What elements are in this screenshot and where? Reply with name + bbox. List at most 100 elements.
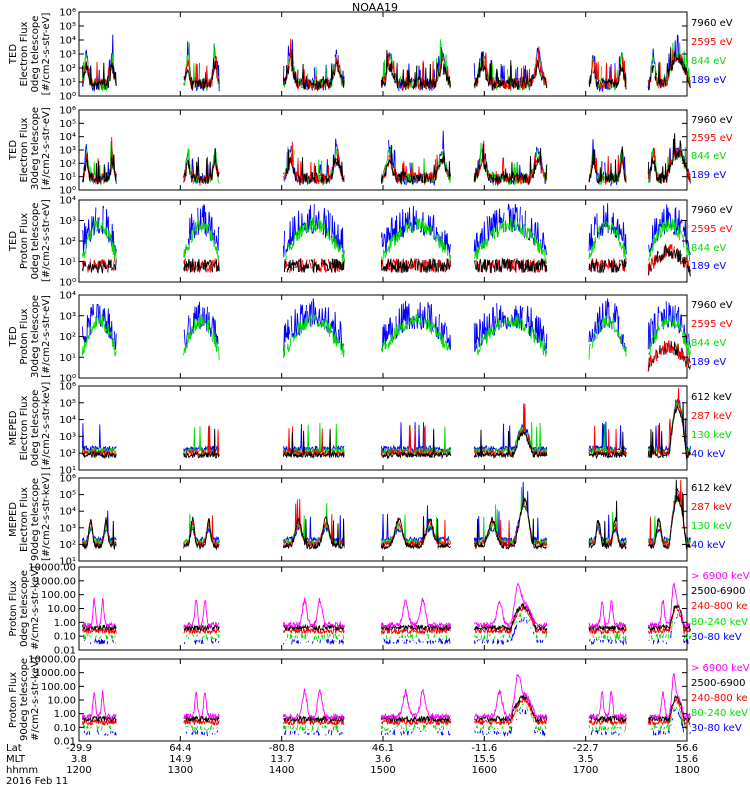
- footer-cell: 1200: [66, 765, 92, 776]
- y-tick-label: 1.00: [54, 709, 76, 720]
- y-tick-label: 10⁴: [59, 196, 76, 207]
- series-612-kev: [82, 479, 691, 551]
- y-axis-title-line: Electron Flux: [19, 487, 30, 552]
- footer-cell: 3.5: [577, 754, 594, 765]
- y-tick-label: 0.10: [54, 632, 76, 643]
- legend-entry: 2595 eV: [691, 133, 733, 145]
- panel-ted-p-30deg: 10⁰ 10¹ 10² 10³ 10⁴: [59, 291, 691, 385]
- y-axis-title-line: Electron Flux: [19, 21, 30, 87]
- y-tick-label: 10³: [59, 432, 76, 443]
- y-axis-title-line: 0deg telescope: [30, 15, 41, 93]
- legend-entry: 844 eV: [691, 151, 727, 163]
- y-tick-label: 10.00: [47, 604, 76, 615]
- y-axis-title: TED Proton Flux 0deg telescope [#/cm2-s-str…: [8, 199, 52, 282]
- y-tick-label: 10.00: [47, 696, 76, 707]
- footer-cell: 14.9: [169, 754, 192, 765]
- y-axis-title-line: 0deg telescope: [30, 389, 41, 467]
- date-label: 2016 Feb 11: [6, 776, 69, 787]
- y-tick-label: 10²: [59, 237, 76, 248]
- y-axis-title-line: [#/cm2-s-str-keV]: [41, 381, 52, 470]
- y-tick-label: 10⁶: [59, 106, 76, 117]
- y-axis-title-line: 90deg telescope: [19, 657, 30, 741]
- y-tick-label: 10²: [59, 64, 76, 75]
- y-axis-title-line: Electron Flux: [19, 117, 30, 183]
- y-axis-title-line: TED: [8, 326, 19, 347]
- series-287-kev: [81, 387, 691, 458]
- y-tick-label: 10⁴: [59, 291, 76, 302]
- legend-entry: 7960 eV: [691, 115, 733, 127]
- y-axis-title-line: 0deg telescope: [30, 202, 41, 280]
- y-axis-title-line: 0deg telescope: [19, 570, 30, 647]
- footer-cell: -80.8: [268, 743, 295, 754]
- legend-entry: 240-800 ke: [691, 601, 748, 613]
- series-612-kev: [81, 401, 691, 460]
- legend-entry: 30-80 keV: [691, 632, 742, 644]
- chart-title: NOAA19: [351, 1, 399, 14]
- footer-cell: 1300: [167, 765, 194, 776]
- legend-entry: 189 eV: [691, 357, 727, 369]
- legend-entry: 80-240 keV: [691, 708, 749, 720]
- y-tick-label: 10¹: [59, 353, 76, 364]
- footer-cell: -22.7: [572, 743, 599, 754]
- series-130-kev: [81, 399, 691, 456]
- legend-entry: 844 eV: [691, 338, 727, 350]
- y-axis-title: TED Electron Flux 30deg telescope [#/cm2-s-…: [8, 106, 52, 190]
- footer-row-label: hhmm: [6, 765, 39, 776]
- y-tick-label: 1.00: [54, 618, 76, 629]
- y-axis-title-line: [#/cm2-s-str-eV]: [41, 12, 52, 96]
- y-axis-title-line: Electron Flux: [19, 395, 30, 461]
- legend-entry: 7960 eV: [691, 300, 733, 312]
- y-tick-label: 10²: [59, 159, 76, 170]
- legend-entry: 130 keV: [691, 429, 732, 441]
- panel-meped-p-0deg: 0.01 0.10 1.00 10.00 100.00 1000.00 10000.00: [28, 563, 690, 657]
- legend-entry: 189 eV: [691, 169, 727, 181]
- y-tick-label: 10⁶: [59, 8, 76, 19]
- y-axis-title-line: 30deg telescope: [30, 106, 41, 190]
- y-tick-label: 10³: [59, 216, 76, 227]
- y-axis-title-line: [#/cm2-s-str-eV]: [41, 107, 52, 190]
- series-40-kev: [81, 399, 691, 454]
- footer-row-label: MLT: [6, 754, 25, 765]
- y-axis-title: MEPED Electron Flux 90deg telescope [#/cm2-…: [8, 473, 52, 561]
- y-tick-label: 10⁴: [59, 132, 76, 143]
- series-2595-ev: [648, 340, 691, 371]
- y-tick-label: 0.01: [54, 646, 76, 657]
- series-2595-ev: [82, 136, 691, 187]
- y-tick-label: 10⁶: [59, 382, 76, 393]
- legend-entry: 2595 eV: [691, 319, 733, 331]
- y-axis-title-line: 90deg telescope: [30, 477, 41, 561]
- y-tick-label: 10³: [59, 50, 76, 61]
- series-30-80-kev: [83, 709, 691, 737]
- y-axis-title-line: TED: [8, 139, 19, 161]
- y-tick-label: 10⁵: [59, 490, 76, 501]
- y-tick-label: 10³: [59, 311, 76, 322]
- legend-entry: 40 keV: [691, 448, 726, 460]
- y-tick-label: 10⁵: [59, 22, 76, 33]
- y-tick-label: 10¹: [59, 172, 76, 183]
- y-tick-label: 10⁵: [59, 398, 76, 409]
- footer-cell: 1600: [471, 765, 498, 776]
- y-tick-label: 100.00: [41, 682, 76, 693]
- footer-row-label: Lat: [6, 743, 22, 754]
- legend-entry: > 6900 keV: [691, 570, 750, 582]
- y-axis-title-line: Proton Flux: [8, 671, 19, 729]
- legend-entry: 844 eV: [691, 242, 727, 254]
- series-130-kev: [82, 486, 691, 547]
- footer-cell: 13.7: [270, 754, 293, 765]
- y-axis-title-line: TED: [8, 230, 19, 252]
- y-axis-title-line: MEPED: [8, 410, 19, 446]
- y-tick-label: 10²: [59, 332, 76, 343]
- legend-entry: 7960 eV: [691, 205, 733, 217]
- footer-cell: 1400: [268, 765, 295, 776]
- legend-entry: 80-240 keV: [691, 616, 749, 628]
- series-287-kev: [81, 479, 691, 549]
- y-axis-title-line: Proton Flux: [8, 580, 19, 637]
- legend-entry: 287 keV: [691, 502, 732, 514]
- legend-entry: 7960 eV: [691, 17, 733, 29]
- y-tick-label: 10⁰: [59, 374, 76, 385]
- y-tick-label: 10¹: [59, 557, 76, 568]
- legend-entry: 287 keV: [691, 410, 732, 422]
- footer-cell: 15.6: [675, 754, 699, 765]
- legend-entry: 40 keV: [691, 540, 726, 552]
- y-tick-label: 10²: [59, 540, 76, 551]
